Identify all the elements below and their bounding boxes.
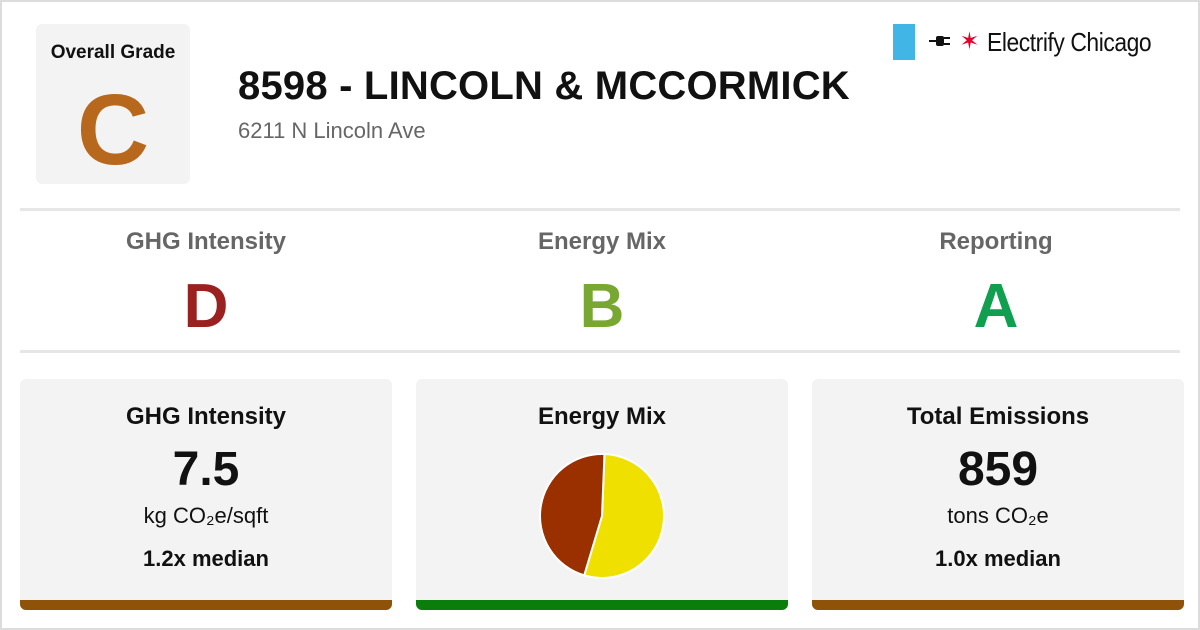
card-value: 859 (957, 443, 1039, 496)
brand-name: Electrify Chicago (987, 26, 1152, 57)
card-unit: kg CO₂e/sqft (143, 503, 269, 528)
subgrade-letter: A (973, 272, 1019, 341)
energy-mix-pie-chart (539, 453, 665, 579)
card-accent-bar (20, 600, 392, 610)
subgrade-letter: D (183, 272, 229, 341)
subgrade-ghg: GHG Intensity D (16, 228, 396, 338)
building-address: 6211 N Lincoln Ave (238, 118, 426, 143)
overall-grade-box: Overall Grade C (36, 24, 190, 184)
subgrade-label: Reporting (939, 228, 1053, 255)
subgrade-label: GHG Intensity (125, 228, 287, 255)
subgrade-reporting: Reporting A (806, 228, 1186, 338)
card-median: 1.0x median (935, 546, 1061, 571)
subgrade-energy-mix: Energy Mix B (412, 228, 792, 338)
overall-grade-label: Overall Grade (50, 42, 176, 63)
divider (20, 208, 1180, 211)
card-energy-mix: Energy Mix (416, 379, 788, 610)
subgrade-letter: B (579, 272, 625, 341)
card-median: 1.2x median (143, 546, 269, 571)
subgrade-label: Energy Mix (537, 228, 667, 255)
card-ghg-intensity: GHG Intensity 7.5 kg CO₂e/sqft 1.2x medi… (20, 379, 392, 610)
flag-icon (893, 24, 916, 60)
card-accent-bar (416, 600, 788, 610)
divider (20, 350, 1180, 353)
building-title: 8598 - LINCOLN & MCCORMICK (238, 64, 850, 108)
overall-grade-letter: C (76, 74, 150, 186)
card-total-emissions: Total Emissions 859 tons CO₂e 1.0x media… (812, 379, 1184, 610)
card-value: 7.5 (172, 443, 240, 496)
card-title: Total Emissions (906, 403, 1090, 430)
brand-logo[interactable]: ✶ Electrify Chicago (893, 24, 1174, 60)
card-unit: tons CO₂e (947, 503, 1049, 528)
card-title: GHG Intensity (125, 403, 287, 430)
pie-slice-1 (539, 453, 606, 577)
star-icon: ✶ (959, 28, 980, 55)
card-accent-bar (812, 600, 1184, 610)
plug-icon (929, 31, 951, 54)
card-title: Energy Mix (537, 403, 667, 430)
